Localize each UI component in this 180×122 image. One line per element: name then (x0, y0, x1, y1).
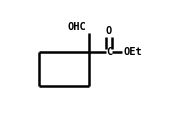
Text: OEt: OEt (124, 47, 142, 57)
Text: OHC: OHC (67, 22, 86, 32)
Text: O: O (106, 26, 112, 36)
Text: C: C (106, 47, 112, 57)
